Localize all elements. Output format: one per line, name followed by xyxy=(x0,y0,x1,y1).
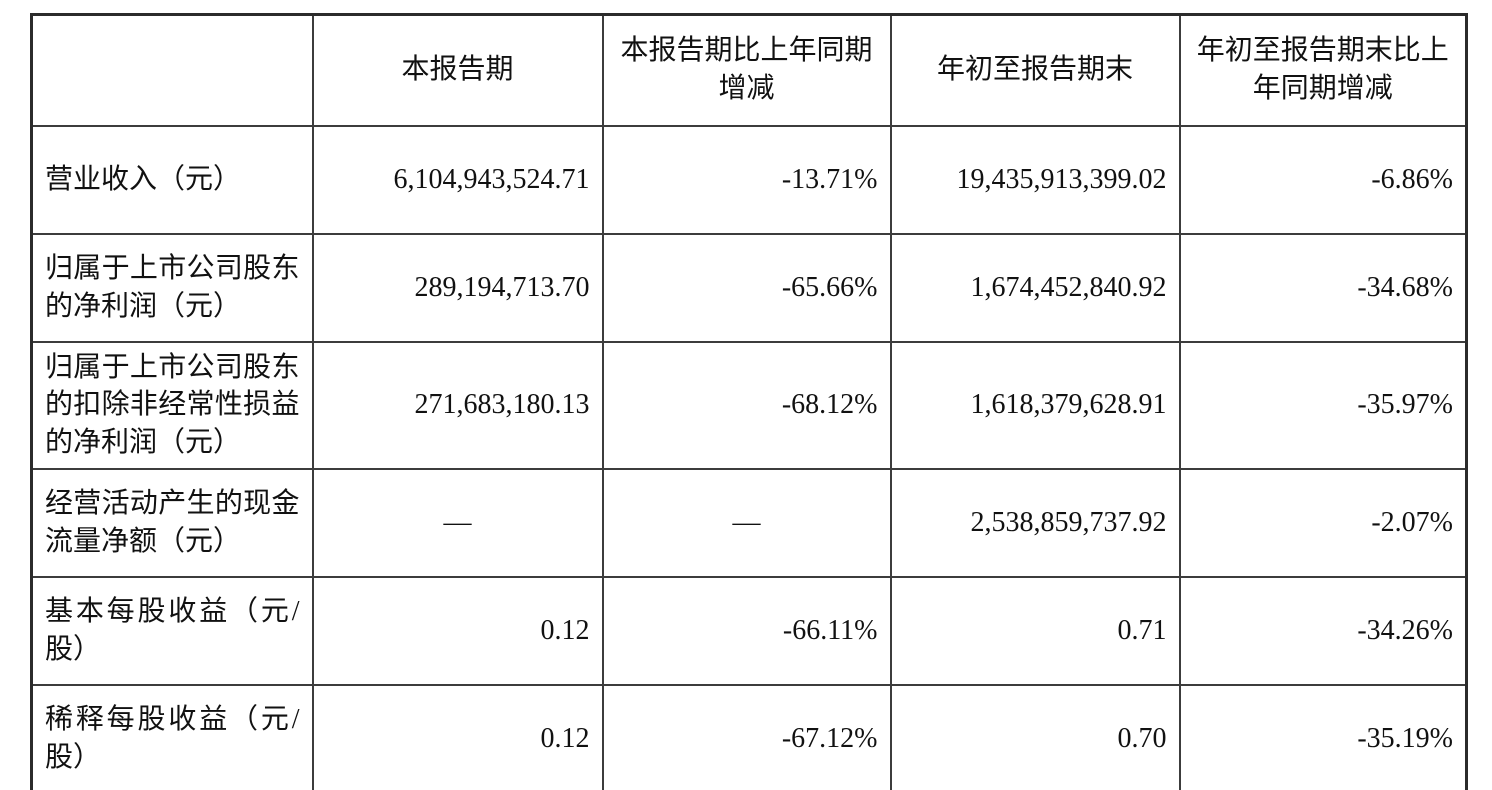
cell-revenue-current-yoy: -13.71% xyxy=(601,124,892,235)
cell-cash-flow-ytd-yoy: -2.07% xyxy=(1178,467,1468,578)
row-label-operating-revenue: 营业收入（元） xyxy=(30,124,314,235)
cell-basic-eps-ytd-yoy: -34.26% xyxy=(1178,575,1468,686)
cell-basic-eps-ytd: 0.71 xyxy=(889,575,1181,686)
cell-diluted-eps-ytd-yoy: -35.19% xyxy=(1178,683,1468,790)
row-label-diluted-eps: 稀释每股收益（元/股） xyxy=(30,683,314,790)
row-basic-eps: 基本每股收益（元/股） 0.12 -66.11% 0.71 -34.26% xyxy=(30,575,1468,686)
cell-cash-flow-current-period-dash: — xyxy=(311,467,604,578)
cell-net-profit-excl-current-period: 271,683,180.13 xyxy=(311,340,604,470)
row-operating-cash-flow: 经营活动产生的现金流量净额（元） — — 2,538,859,737.92 -2… xyxy=(30,467,1468,578)
header-row: 本报告期 本报告期比上年同期增减 年初至报告期末 年初至报告期末比上年同期增减 xyxy=(30,13,1468,127)
header-year-to-date: 年初至报告期末 xyxy=(889,13,1181,127)
header-current-period-yoy-change: 本报告期比上年同期增减 xyxy=(601,13,892,127)
cell-diluted-eps-ytd: 0.70 xyxy=(889,683,1181,790)
report-page: 本报告期 本报告期比上年同期增减 年初至报告期末 年初至报告期末比上年同期增减 … xyxy=(0,13,1492,790)
cell-net-profit-ytd: 1,674,452,840.92 xyxy=(889,232,1181,343)
cell-revenue-ytd: 19,435,913,399.02 xyxy=(889,124,1181,235)
row-operating-revenue: 营业收入（元） 6,104,943,524.71 -13.71% 19,435,… xyxy=(30,124,1468,235)
cell-net-profit-excl-ytd: 1,618,379,628.91 xyxy=(889,340,1181,470)
header-year-to-date-yoy-change: 年初至报告期末比上年同期增减 xyxy=(1178,13,1468,127)
cell-diluted-eps-current-yoy: -67.12% xyxy=(601,683,892,790)
row-label-basic-eps: 基本每股收益（元/股） xyxy=(30,575,314,686)
cell-cash-flow-ytd: 2,538,859,737.92 xyxy=(889,467,1181,578)
header-blank-cell xyxy=(30,13,314,127)
cell-basic-eps-current-period: 0.12 xyxy=(311,575,604,686)
cell-net-profit-ytd-yoy: -34.68% xyxy=(1178,232,1468,343)
cell-basic-eps-current-yoy: -66.11% xyxy=(601,575,892,686)
row-net-profit-excl-nonrecurring: 归属于上市公司股东的扣除非经常性损益的净利润（元） 271,683,180.13… xyxy=(30,340,1468,470)
row-net-profit-attributable: 归属于上市公司股东的净利润（元） 289,194,713.70 -65.66% … xyxy=(30,232,1468,343)
cell-revenue-current-period: 6,104,943,524.71 xyxy=(311,124,604,235)
cell-cash-flow-current-yoy-dash: — xyxy=(601,467,892,578)
row-diluted-eps: 稀释每股收益（元/股） 0.12 -67.12% 0.70 -35.19% xyxy=(30,683,1468,790)
cell-net-profit-excl-current-yoy: -68.12% xyxy=(601,340,892,470)
cell-net-profit-excl-ytd-yoy: -35.97% xyxy=(1178,340,1468,470)
row-label-net-profit-excl-nonrecurring: 归属于上市公司股东的扣除非经常性损益的净利润（元） xyxy=(30,340,314,470)
cell-net-profit-current-period: 289,194,713.70 xyxy=(311,232,604,343)
row-label-net-profit-attributable: 归属于上市公司股东的净利润（元） xyxy=(30,232,314,343)
row-label-operating-cash-flow: 经营活动产生的现金流量净额（元） xyxy=(30,467,314,578)
cell-net-profit-current-yoy: -65.66% xyxy=(601,232,892,343)
financial-summary-table: 本报告期 本报告期比上年同期增减 年初至报告期末 年初至报告期末比上年同期增减 … xyxy=(30,13,1468,790)
cell-diluted-eps-current-period: 0.12 xyxy=(311,683,604,790)
cell-revenue-ytd-yoy: -6.86% xyxy=(1178,124,1468,235)
header-current-period: 本报告期 xyxy=(311,13,604,127)
